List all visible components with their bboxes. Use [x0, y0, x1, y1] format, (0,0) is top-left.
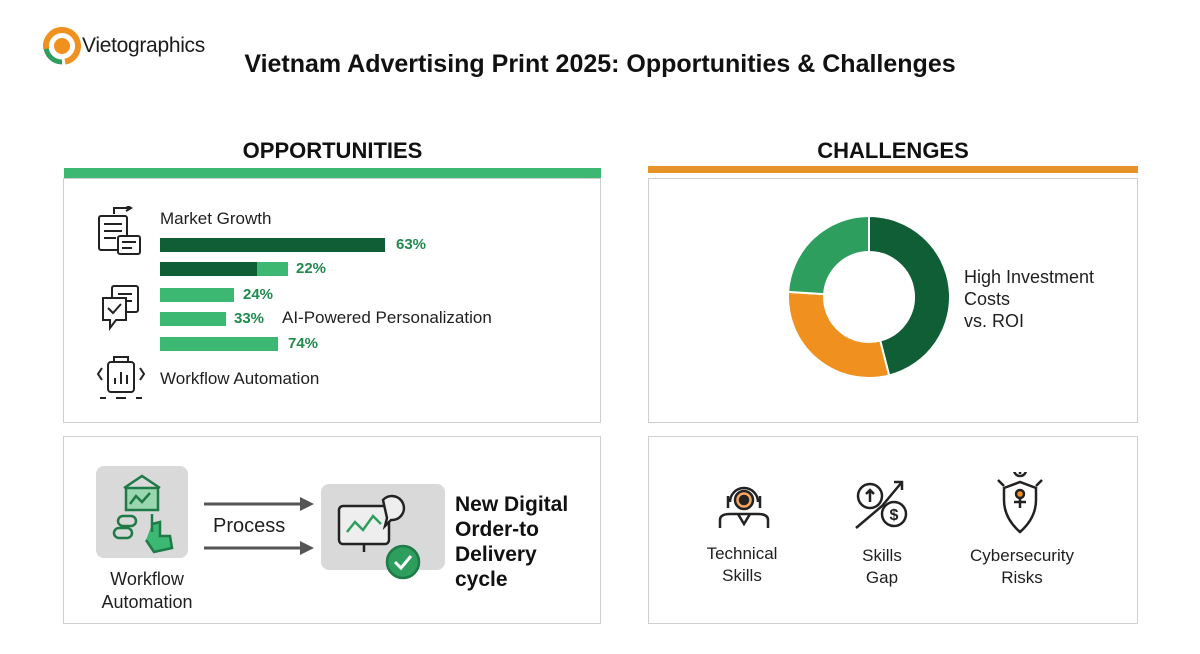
checklist-chat-icon — [102, 285, 139, 331]
bar-24 — [160, 288, 234, 302]
challenge-skills-gap-line-1: Skills — [862, 546, 902, 565]
bar-22 — [160, 262, 288, 276]
challenges-heading: CHALLENGES — [817, 138, 969, 163]
brand-logo: Vietographics — [42, 24, 242, 68]
bar-74-label: 74% — [288, 335, 319, 352]
report-document-icon — [98, 206, 141, 255]
workflow-result-line-3: Delivery — [455, 543, 537, 566]
donut-label-line-1: High Investment — [964, 267, 1095, 287]
bar-33-label: 33% — [234, 310, 265, 327]
bar-33 — [160, 312, 226, 326]
workflow-result-line-4: cycle — [455, 568, 508, 591]
digital-order-tile — [321, 484, 445, 580]
donut-slice-0 — [868, 214, 951, 377]
challenge-items-panel — [648, 436, 1138, 624]
automation-chart-icon — [96, 356, 146, 399]
workflow-hand-icon — [112, 474, 174, 554]
process-label: Process — [213, 515, 286, 537]
donut-chart — [787, 214, 951, 379]
challenge-skills-gap-line-2: Gap — [865, 568, 899, 587]
opportunities-accent-bar — [64, 168, 601, 179]
bar-63-label: 63% — [396, 236, 427, 253]
workflow-source-line-1: Workflow — [110, 569, 184, 589]
workflow-source-label: Workflow Automation — [96, 568, 198, 614]
bar-24-label: 24% — [243, 286, 274, 303]
workflow-source-line-2: Automation — [101, 592, 193, 612]
brand-name: Vietographics — [82, 34, 205, 57]
bar-22-label: 22% — [296, 260, 327, 277]
opportunities-heading: OPPORTUNITIES — [242, 138, 423, 163]
opportunities-panel — [63, 178, 601, 423]
workflow-result-line-1: New Digital — [455, 493, 569, 516]
challenges-accent-bar — [648, 166, 1138, 173]
skills-gap-money-icon: $ — [855, 480, 908, 529]
workflow-result-line-2: Order-to — [455, 518, 539, 541]
donut-label: High Investment Costs vs. ROI — [964, 266, 1094, 332]
logo-mark-icon — [43, 27, 81, 65]
challenge-technical-line-1: Technical — [706, 544, 778, 563]
workflow-result-label: New Digital Order-to Delivery cycle — [455, 492, 568, 592]
donut-label-line-3: vs. ROI — [964, 311, 1025, 331]
challenge-cybersecurity-risks: Cybersecurity Risks — [960, 545, 1084, 589]
workflow-icon-tile — [96, 466, 188, 558]
cybersecurity-shield-icon — [997, 472, 1043, 534]
arrow-right-icon — [300, 541, 314, 555]
donut-label-line-2: Costs — [964, 289, 1011, 309]
page-title: Vietnam Advertising Print 2025: Opportun… — [244, 50, 956, 78]
opportunity-label-ai-personalization: AI-Powered Personalization — [282, 308, 492, 327]
challenge-technical-skills: Technical Skills — [690, 543, 794, 587]
bar-22-dark-segment — [160, 262, 257, 276]
opportunity-label-market-growth: Market Growth — [160, 209, 272, 228]
arrow-right-icon — [300, 497, 314, 511]
donut-slice-1 — [787, 290, 891, 379]
monitor-check-icon — [337, 494, 421, 580]
process-arrows — [204, 497, 314, 555]
challenge-skills-gap: Skills Gap — [830, 545, 934, 589]
challenge-cyber-line-2: Risks — [1001, 568, 1043, 587]
svg-text:$: $ — [890, 507, 899, 524]
challenge-technical-line-2: Skills — [722, 566, 762, 585]
bar-63 — [160, 238, 385, 252]
donut-slice-2 — [787, 214, 870, 296]
bar-74 — [160, 337, 278, 351]
opportunity-label-workflow-automation: Workflow Automation — [160, 369, 320, 388]
technician-icon — [718, 486, 770, 528]
challenge-cyber-line-1: Cybersecurity — [970, 546, 1074, 565]
